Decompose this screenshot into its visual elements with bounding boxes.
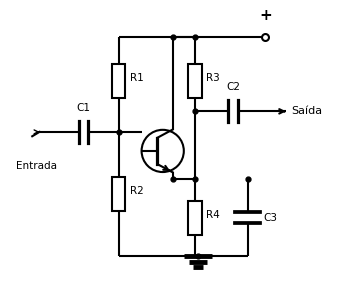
Text: R2: R2 (130, 186, 144, 196)
Bar (112, 177, 125, 211)
Text: Saída: Saída (292, 106, 323, 116)
Text: C1: C1 (76, 103, 91, 113)
Text: R4: R4 (206, 210, 220, 220)
Text: Entrada: Entrada (16, 161, 57, 171)
Bar (112, 65, 125, 98)
Text: +: + (259, 8, 272, 23)
Text: R1: R1 (130, 73, 144, 83)
Text: C3: C3 (264, 213, 278, 223)
Text: C2: C2 (226, 82, 240, 92)
Bar (188, 201, 202, 234)
Text: R3: R3 (206, 73, 220, 83)
Bar (188, 65, 202, 98)
